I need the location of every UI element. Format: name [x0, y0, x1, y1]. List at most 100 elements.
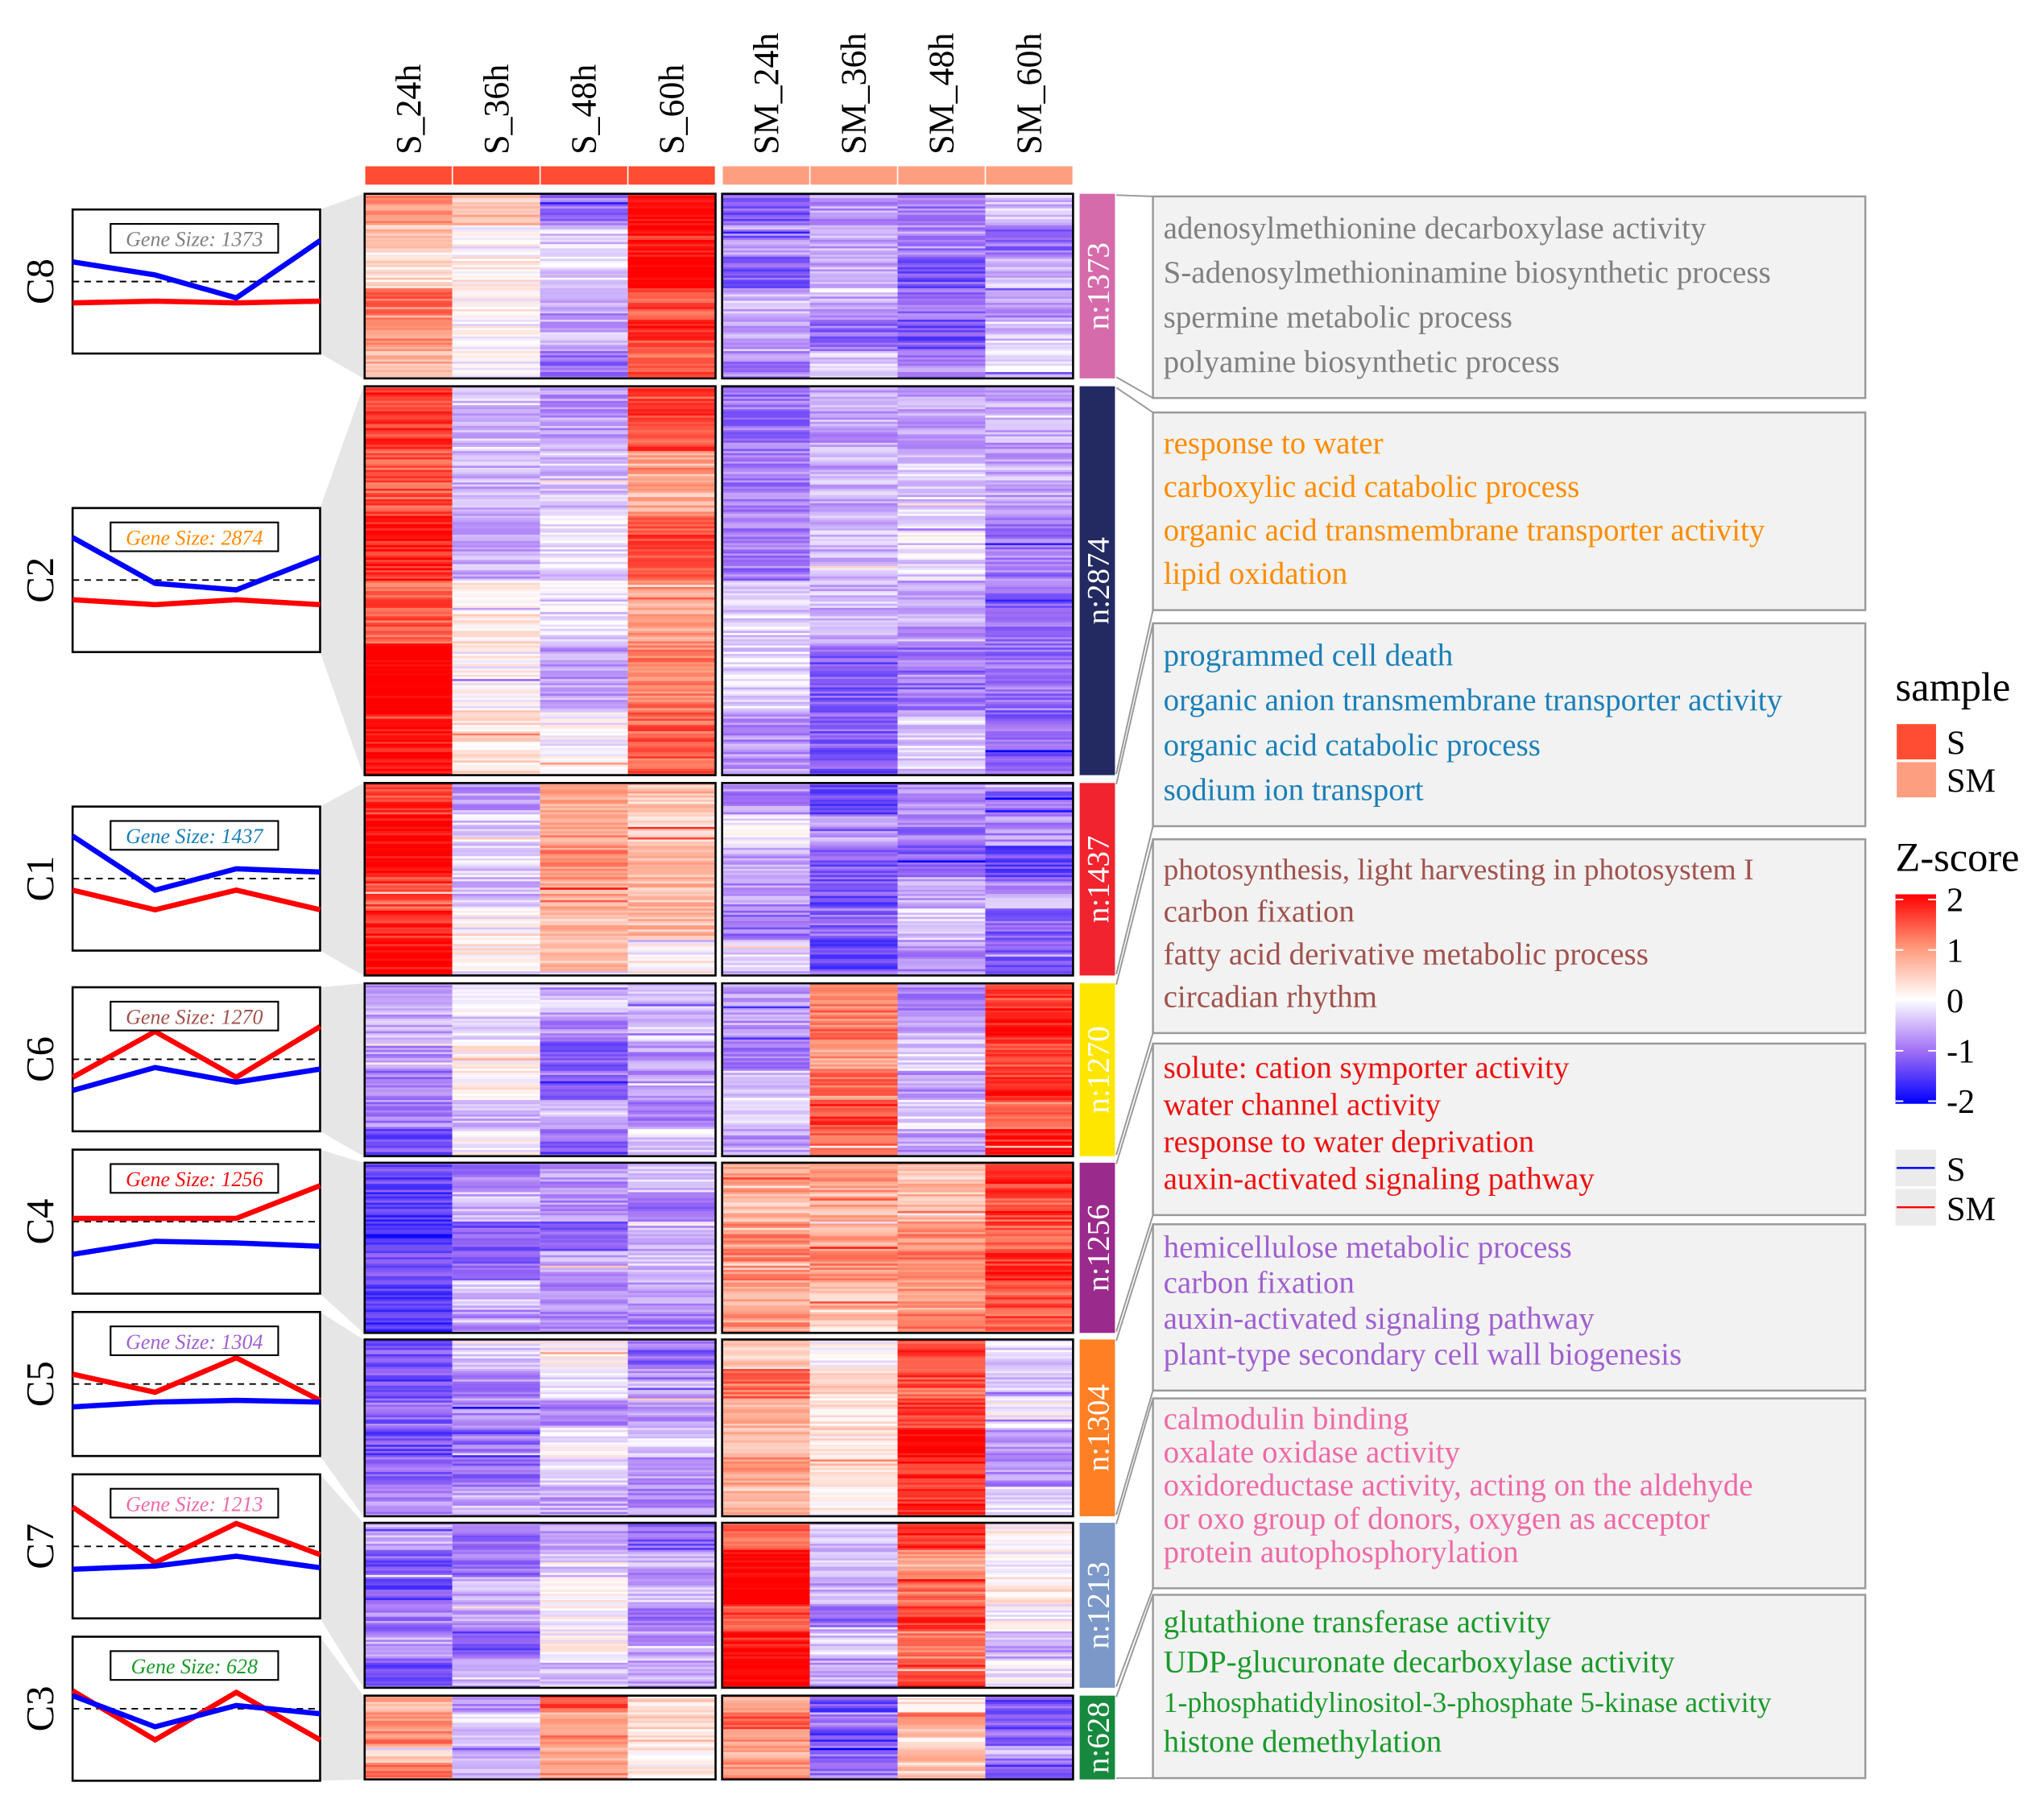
heatmap-cell — [897, 763, 986, 766]
heatmap-cell — [627, 478, 716, 482]
heatmap-cell — [540, 639, 628, 643]
heatmap-cell — [452, 858, 540, 862]
heatmap-cell — [540, 400, 628, 404]
heatmap-cell — [540, 328, 628, 331]
heatmap-cell — [897, 197, 986, 201]
heatmap-cell — [985, 1394, 1074, 1397]
heatmap-cell — [364, 214, 453, 217]
heatmap-cell — [722, 1446, 810, 1449]
heatmap-cell — [809, 618, 898, 622]
heatmap-cell — [364, 999, 453, 1003]
heatmap-cell — [364, 837, 453, 841]
heatmap-cell — [540, 1474, 628, 1477]
heatmap-cell — [540, 1069, 628, 1072]
heatmap-cell — [985, 1181, 1074, 1185]
heatmap-cell — [452, 1234, 540, 1237]
heatmap-cell — [809, 607, 898, 611]
heatmap-cell — [985, 570, 1074, 573]
heatmap-cell — [897, 643, 986, 647]
heatmap-cell — [809, 679, 898, 682]
heatmap-cell — [809, 1148, 898, 1151]
heatmap-cell — [364, 620, 453, 623]
heatmap-cell — [897, 329, 986, 333]
heatmap-cell — [722, 1099, 810, 1103]
heatmap-cell — [364, 586, 453, 590]
heatmap-cell — [452, 889, 540, 893]
heatmap-cell — [722, 1367, 810, 1370]
heatmap-cell — [540, 956, 628, 960]
heatmap-cell — [540, 622, 628, 626]
heatmap-cell — [540, 804, 628, 807]
heatmap-cell — [809, 1368, 898, 1372]
heatmap-cell — [627, 1114, 716, 1118]
heatmap-cell — [364, 1436, 453, 1439]
heatmap-cell — [452, 606, 540, 609]
heatmap-cell — [722, 1219, 810, 1222]
heatmap-cell — [452, 225, 540, 228]
heatmap-cell — [722, 705, 810, 709]
heatmap-cell — [540, 1152, 628, 1155]
heatmap-cell — [452, 1360, 540, 1363]
heatmap-cell — [985, 582, 1074, 585]
heatmap-cell — [897, 1339, 986, 1342]
heatmap-cell — [985, 870, 1074, 874]
heatmap-cell — [364, 442, 453, 446]
heatmap-cell — [540, 1081, 628, 1084]
heatmap-cell — [722, 791, 810, 794]
heatmap-cell — [452, 279, 540, 283]
heatmap-cell — [627, 532, 716, 536]
heatmap-cell — [540, 430, 628, 433]
heatmap-cell — [809, 1303, 898, 1306]
heatmap-cell — [809, 1299, 898, 1302]
heatmap-cell — [452, 985, 540, 988]
heatmap-cell — [722, 1116, 810, 1119]
heatmap-cell — [809, 1196, 898, 1199]
heatmap-cell — [985, 1008, 1074, 1011]
heatmap-cell — [627, 204, 716, 207]
heatmap-cell — [540, 1387, 628, 1391]
heatmap-cell — [627, 672, 716, 676]
heatmap-cell — [627, 411, 716, 415]
heatmap-cell — [627, 1407, 716, 1410]
heatmap-cell — [364, 831, 453, 834]
heatmap-cell — [452, 451, 540, 454]
heatmap-cell — [897, 1499, 986, 1503]
heatmap-cell — [809, 725, 898, 728]
heatmap-cell — [809, 689, 898, 693]
heatmap-cell — [897, 1219, 986, 1222]
heatmap-cell — [540, 1179, 628, 1183]
heatmap-cell — [627, 793, 716, 796]
heatmap-cell — [364, 292, 453, 296]
heatmap-cell — [809, 737, 898, 741]
heatmap-cell — [722, 1150, 810, 1153]
heatmap-cell — [452, 1037, 540, 1040]
term-connector — [1115, 387, 1154, 413]
heatmap-cell — [722, 1202, 810, 1205]
heatmap-cell — [364, 839, 453, 842]
heatmap-cell — [722, 498, 810, 502]
heatmap-cell — [722, 515, 810, 519]
heatmap-cell — [985, 457, 1074, 461]
heatmap-cell — [452, 543, 540, 546]
heatmap-cell — [809, 1110, 898, 1114]
heatmap-cell — [627, 1394, 716, 1397]
heatmap-cell — [540, 1048, 628, 1051]
heatmap-cell — [627, 658, 716, 661]
heatmap-cell — [627, 936, 716, 939]
heatmap-cell — [809, 411, 898, 415]
heatmap-cell — [364, 1085, 453, 1089]
gene-size-label: Gene Size: 1373 — [126, 228, 263, 251]
heatmap-cell — [985, 503, 1074, 507]
heatmap-cell — [897, 428, 986, 431]
heatmap-cell — [809, 1185, 898, 1189]
heatmap-cell — [452, 1429, 540, 1433]
heatmap-cell — [985, 324, 1074, 327]
heatmap-cell — [452, 578, 540, 581]
heatmap-cell — [364, 396, 453, 399]
heatmap-cell — [364, 1003, 453, 1007]
heatmap-cell — [540, 1488, 628, 1492]
heatmap-cell — [364, 801, 453, 804]
heatmap-cell — [897, 735, 986, 738]
heatmap-cell — [452, 591, 540, 594]
